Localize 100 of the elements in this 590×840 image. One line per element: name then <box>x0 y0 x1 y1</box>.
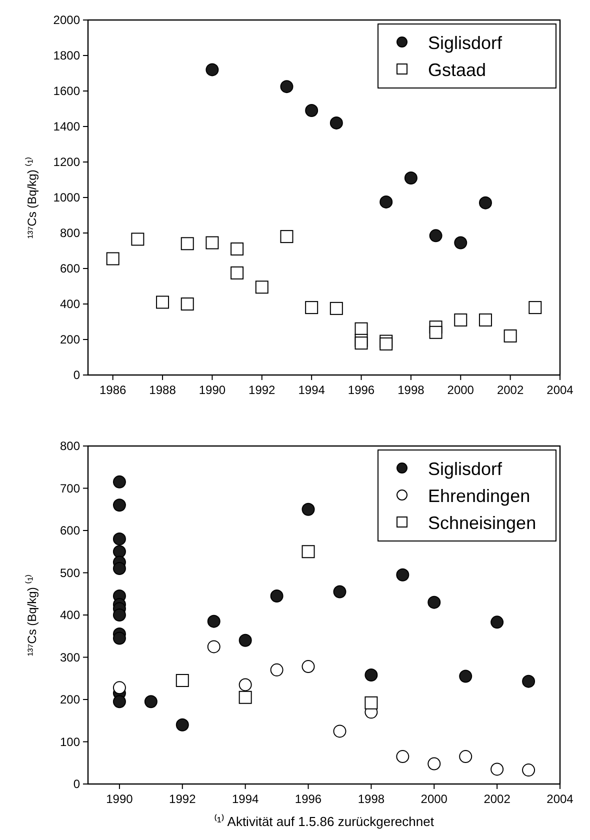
point <box>255 280 268 294</box>
point <box>131 232 144 246</box>
y-tick-label: 0 <box>73 777 80 791</box>
point <box>176 674 189 687</box>
point <box>280 80 294 94</box>
y-tick-label: 200 <box>60 692 80 706</box>
point <box>454 313 468 326</box>
point <box>180 298 194 310</box>
point <box>459 670 472 683</box>
point <box>380 195 393 208</box>
y-tick-label: 400 <box>60 608 80 622</box>
y-tick-label: 1200 <box>53 155 80 169</box>
point <box>302 660 315 674</box>
point <box>112 562 126 576</box>
legend-label: Siglisdorf <box>428 33 504 53</box>
point <box>522 764 536 777</box>
point <box>429 229 442 242</box>
x-tick-label: 1998 <box>398 383 425 397</box>
legend-label: Siglisdorf <box>428 459 504 479</box>
y-tick-label: 800 <box>60 226 80 240</box>
x-tick-label: 1992 <box>169 792 196 806</box>
point <box>478 196 492 210</box>
point <box>478 313 492 326</box>
point <box>302 545 315 558</box>
point <box>112 475 126 488</box>
legend-label: Schneisingen <box>428 513 536 533</box>
x-tick-label: 1990 <box>106 792 134 806</box>
y-axis-title: ¹³⁷Cs (Bq/kg) ⁽¹⁾ <box>25 156 39 239</box>
point <box>333 724 346 738</box>
point <box>106 252 120 266</box>
x-tick-label: 1996 <box>348 383 375 397</box>
x-tick-label: 2002 <box>496 383 524 397</box>
point <box>230 242 244 256</box>
point <box>207 640 220 654</box>
point <box>112 498 126 512</box>
point <box>280 230 294 244</box>
y-tick-label: 0 <box>73 368 80 382</box>
text: ⁽¹⁾ Aktivität auf 1.5.86 zurückgerechnet <box>214 814 434 829</box>
point <box>396 750 410 764</box>
point <box>522 674 536 688</box>
point <box>206 236 219 250</box>
legend-label: Ehrendingen <box>428 486 530 506</box>
point <box>156 296 170 309</box>
point <box>207 614 220 628</box>
y-tick-label: 1600 <box>53 84 80 98</box>
point <box>238 634 252 647</box>
y-tick-label: 300 <box>60 650 80 664</box>
x-tick-label: 2000 <box>447 383 474 397</box>
point <box>364 696 378 710</box>
y-tick-label: 200 <box>60 332 80 346</box>
y-axis-title: ¹³⁷Cs (Bq/kg) ⁽¹⁾ <box>25 574 39 656</box>
point <box>112 608 126 622</box>
y-tick-label: 1800 <box>53 48 80 62</box>
y-tick-label: 2000 <box>53 13 80 27</box>
point <box>490 762 504 776</box>
point <box>305 301 318 314</box>
point <box>112 545 126 558</box>
point <box>302 502 315 516</box>
y-tick-label: 600 <box>60 262 80 276</box>
point <box>112 532 126 546</box>
point <box>112 632 126 645</box>
point <box>180 237 194 250</box>
x-tick-label: 1994 <box>232 792 260 806</box>
point <box>428 596 441 609</box>
x-tick-label: 1992 <box>248 383 276 397</box>
y-tick-label: 1400 <box>53 120 80 134</box>
point <box>364 668 378 682</box>
point <box>528 301 542 314</box>
x-tick-label: 1988 <box>149 383 176 397</box>
point <box>112 681 126 694</box>
x-tick-label: 2002 <box>484 792 511 806</box>
x-tick-label: 1998 <box>358 792 385 806</box>
point <box>404 171 418 184</box>
x-tick-label: 1996 <box>294 792 322 806</box>
point <box>396 568 410 582</box>
y-tick-label: 100 <box>60 734 80 749</box>
legend-label: Gstaad <box>428 60 486 80</box>
point <box>230 266 244 280</box>
point <box>206 63 219 76</box>
point <box>454 236 468 250</box>
point <box>238 690 252 704</box>
y-tick-label: 400 <box>60 297 80 311</box>
point <box>330 302 343 315</box>
point <box>270 589 284 602</box>
point <box>490 616 504 629</box>
point <box>176 718 189 732</box>
y-tick-label: 500 <box>60 566 80 580</box>
point <box>380 337 393 350</box>
point <box>459 750 472 764</box>
y-tick-label: 1000 <box>53 190 80 204</box>
point <box>428 757 441 770</box>
x-tick-label: 2004 <box>546 383 574 397</box>
x-tick-label: 1986 <box>99 383 127 397</box>
x-tick-label: 2004 <box>546 792 574 806</box>
point <box>429 326 442 339</box>
x-tick-label: 1990 <box>198 383 226 397</box>
point <box>330 116 343 130</box>
y-tick-label: 800 <box>60 439 80 453</box>
point <box>144 695 158 708</box>
point <box>270 663 284 676</box>
